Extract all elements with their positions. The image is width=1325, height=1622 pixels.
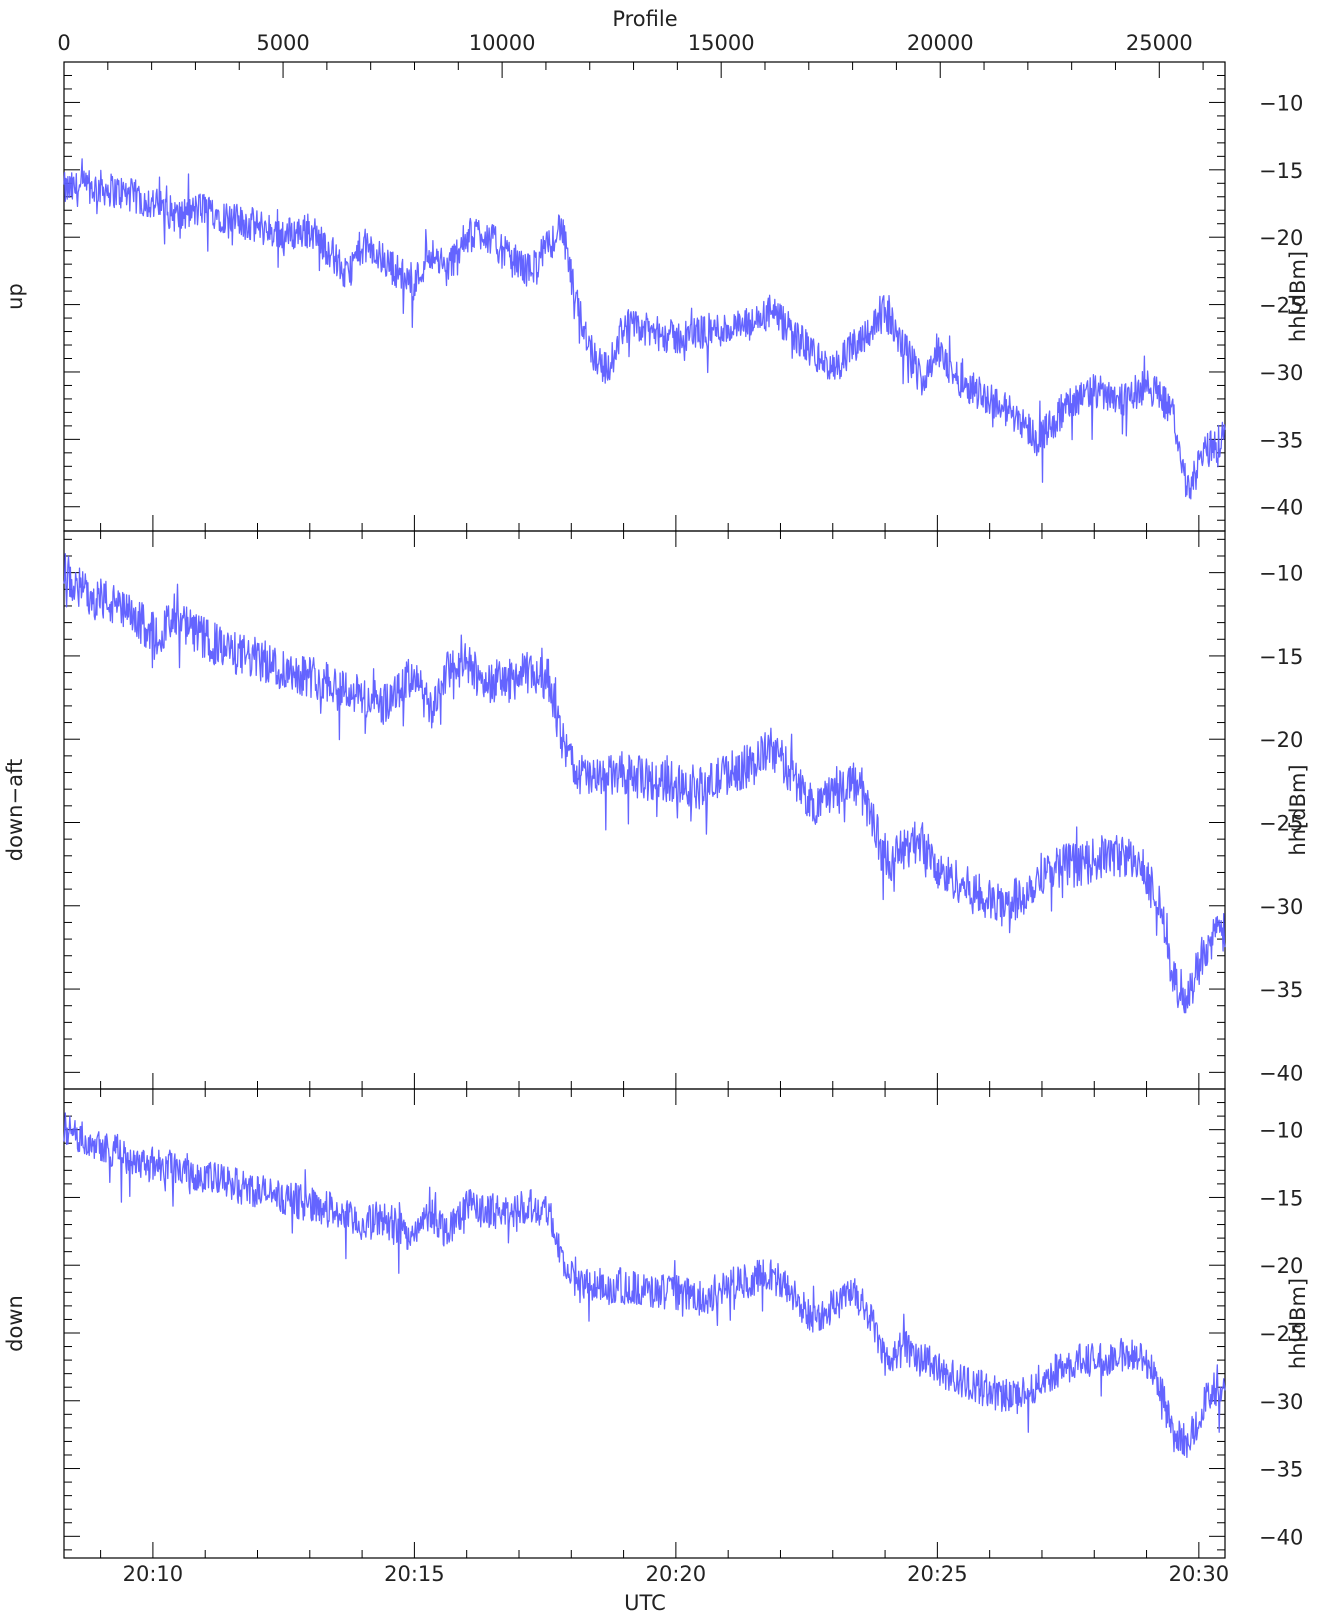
top-axis-title: Profile xyxy=(612,7,677,31)
y-tick-label: −15 xyxy=(1259,159,1303,183)
y-tick-label: −20 xyxy=(1259,728,1303,752)
panel-axes: −10 −15 −20 −25 −30 −35 −40 xyxy=(64,1088,1303,1558)
panel-frame xyxy=(63,530,1226,1090)
bottom-tick-label: 20:25 xyxy=(907,1562,968,1586)
y-tick-label: −35 xyxy=(1259,978,1303,1002)
y-tick-label: −30 xyxy=(1259,1390,1303,1414)
panel-label: down−aft xyxy=(3,759,27,861)
top-tick-label: 15000 xyxy=(688,31,755,55)
y-tick-label: −20 xyxy=(1259,226,1303,250)
bottom-tick-label: 20:15 xyxy=(384,1562,445,1586)
series-line xyxy=(63,158,1226,500)
top-tick-label: 10000 xyxy=(469,31,536,55)
top-tick-label: 0 xyxy=(57,31,70,55)
panel-label: up xyxy=(3,283,27,310)
y-tick-label: −30 xyxy=(1259,895,1303,919)
panel-axes: −10 −15 −20 −25 −30 −35 −40 xyxy=(63,61,1303,531)
y-tick-label: −40 xyxy=(1259,496,1303,520)
series-line xyxy=(63,1112,1226,1458)
y-axis-label: hh[dBm] xyxy=(1286,251,1310,342)
top-tick-label: 5000 xyxy=(256,31,309,55)
y-tick-label: −25 xyxy=(1259,294,1303,318)
y-tick-label: −40 xyxy=(1259,1061,1303,1085)
panel-series xyxy=(63,158,1226,500)
y-tick-label: −10 xyxy=(1259,562,1303,586)
panel-label: down xyxy=(3,1295,27,1352)
y-tick-label: −15 xyxy=(1259,645,1303,669)
y-tick-label: −15 xyxy=(1259,1186,1303,1210)
panel-frame xyxy=(63,61,1226,532)
y-tick-label: −25 xyxy=(1259,811,1303,835)
y-tick-label: −35 xyxy=(1259,428,1303,452)
y-tick-label: −35 xyxy=(1259,1458,1303,1482)
y-tick-label: −10 xyxy=(1259,91,1303,115)
panel-down-aft: −10 −15 −20 −25 −30 −35 −40 down−aft hh[dBm] xyxy=(3,530,1310,1090)
panel-axes: −10 −15 −20 −25 −30 −35 −40 xyxy=(64,531,1303,1090)
y-axis-label: hh[dBm] xyxy=(1286,1278,1310,1369)
panel-series xyxy=(63,553,1226,1014)
top-tick-label: 25000 xyxy=(1126,31,1193,55)
top-tick-label: 20000 xyxy=(907,31,974,55)
panel-down: −10 −15 −20 −25 −30 −35 −40 down hh[dBm] xyxy=(3,1088,1310,1559)
y-tick-label: −40 xyxy=(1259,1525,1303,1549)
bottom-tick-label: 20:20 xyxy=(646,1562,707,1586)
top-axis: 0 5000 10000 15000 20000 25000 xyxy=(57,31,1192,55)
y-tick-label: −30 xyxy=(1259,361,1303,385)
bottom-tick-label: 20:10 xyxy=(123,1562,184,1586)
series-line xyxy=(63,553,1226,1014)
y-tick-label: −20 xyxy=(1259,1254,1303,1278)
y-axis-label: hh[dBm] xyxy=(1286,764,1310,855)
bottom-tick-label: 20:30 xyxy=(1169,1562,1230,1586)
bottom-axis: 20:10 20:15 20:20 20:25 20:30 xyxy=(123,1562,1229,1586)
panel-up: −10 −15 −20 −25 −30 −35 −40 up hh[dBm] xyxy=(3,61,1310,532)
bottom-axis-title: UTC xyxy=(624,1591,666,1615)
y-tick-label: −25 xyxy=(1259,1322,1303,1346)
y-tick-label: −10 xyxy=(1259,1119,1303,1143)
panel-frame xyxy=(63,1088,1226,1559)
panel-series xyxy=(63,1112,1226,1458)
